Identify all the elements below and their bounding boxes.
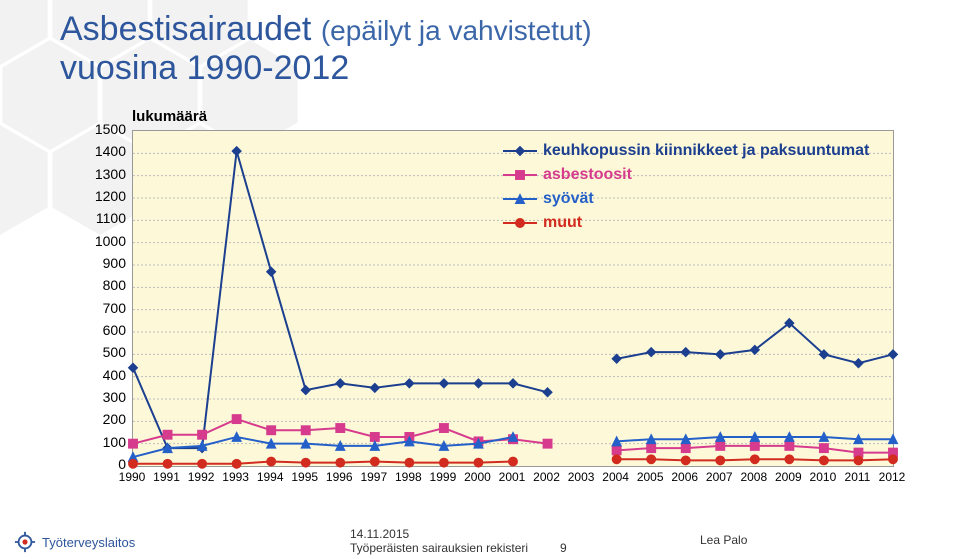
footer: Työterveyslaitos 14.11.2015 Työperäisten… (0, 529, 960, 555)
legend: keuhkopussin kiinnikkeet ja paksuuntumat… (503, 139, 869, 235)
slide-title: Asbestisairaudet (epäilyt ja vahvistetut… (60, 10, 592, 88)
y-tick-label: 1100 (80, 210, 126, 226)
x-tick-label: 2010 (806, 470, 840, 484)
y-tick-label: 1000 (80, 233, 126, 249)
x-tick-label: 1991 (150, 470, 184, 484)
x-tick-label: 1995 (288, 470, 322, 484)
logo-icon (14, 531, 36, 553)
y-tick-label: 700 (80, 300, 126, 316)
y-tick-label: 200 (80, 411, 126, 427)
legend-item-asbestoosit: asbestoosit (503, 163, 869, 187)
x-tick-label: 2008 (737, 470, 771, 484)
x-tick-label: 2004 (599, 470, 633, 484)
x-tick-label: 1997 (357, 470, 391, 484)
x-tick-label: 1993 (219, 470, 253, 484)
logo-text: Työterveyslaitos (42, 535, 135, 550)
x-tick-label: 1998 (391, 470, 425, 484)
legend-label: asbestoosit (543, 163, 632, 187)
x-tick-label: 2001 (495, 470, 529, 484)
y-tick-label: 1300 (80, 166, 126, 182)
title-main: Asbestisairaudet (60, 10, 311, 48)
footer-page: 9 (560, 541, 567, 555)
x-tick-label: 1990 (115, 470, 149, 484)
x-tick-label: 2003 (564, 470, 598, 484)
x-tick-label: 2000 (460, 470, 494, 484)
y-tick-label: 300 (80, 389, 126, 405)
x-tick-label: 2005 (633, 470, 667, 484)
y-tick-label: 900 (80, 255, 126, 271)
logo: Työterveyslaitos (14, 531, 135, 553)
y-tick-label: 500 (80, 344, 126, 360)
y-tick-label: 1200 (80, 188, 126, 204)
x-tick-label: 1992 (184, 470, 218, 484)
y-tick-label: 100 (80, 434, 126, 450)
x-tick-label: 2011 (840, 470, 874, 484)
title-paren: (epäilyt ja vahvistetut) (321, 15, 592, 46)
legend-item-syovat: syövät (503, 187, 869, 211)
title-line2: vuosina 1990-2012 (60, 49, 349, 87)
footer-source: Työperäisten sairauksien rekisteri (350, 541, 528, 555)
y-tick-label: 400 (80, 367, 126, 383)
x-tick-label: 1994 (253, 470, 287, 484)
footer-author: Lea Palo (700, 533, 747, 547)
footer-date: 14.11.2015 (350, 527, 409, 541)
y-tick-label: 800 (80, 277, 126, 293)
x-tick-label: 2009 (771, 470, 805, 484)
legend-label: keuhkopussin kiinnikkeet ja paksuuntumat (543, 139, 869, 163)
y-tick-label: 1500 (80, 121, 126, 137)
x-tick-label: 2002 (530, 470, 564, 484)
x-tick-label: 1996 (322, 470, 356, 484)
legend-item-keuhko: keuhkopussin kiinnikkeet ja paksuuntumat (503, 139, 869, 163)
chart: lukumäärä keuhkopussin kiinnikkeet ja pa… (80, 130, 900, 500)
y-axis-title: lukumäärä (132, 108, 207, 125)
x-tick-label: 2012 (875, 470, 909, 484)
x-tick-label: 2006 (668, 470, 702, 484)
y-tick-label: 1400 (80, 143, 126, 159)
x-tick-label: 2007 (702, 470, 736, 484)
y-tick-label: 600 (80, 322, 126, 338)
plot-area: keuhkopussin kiinnikkeet ja paksuuntumat… (132, 130, 894, 467)
legend-item-muut: muut (503, 211, 869, 235)
x-tick-label: 1999 (426, 470, 460, 484)
legend-label: muut (543, 211, 582, 235)
legend-label: syövät (543, 187, 594, 211)
